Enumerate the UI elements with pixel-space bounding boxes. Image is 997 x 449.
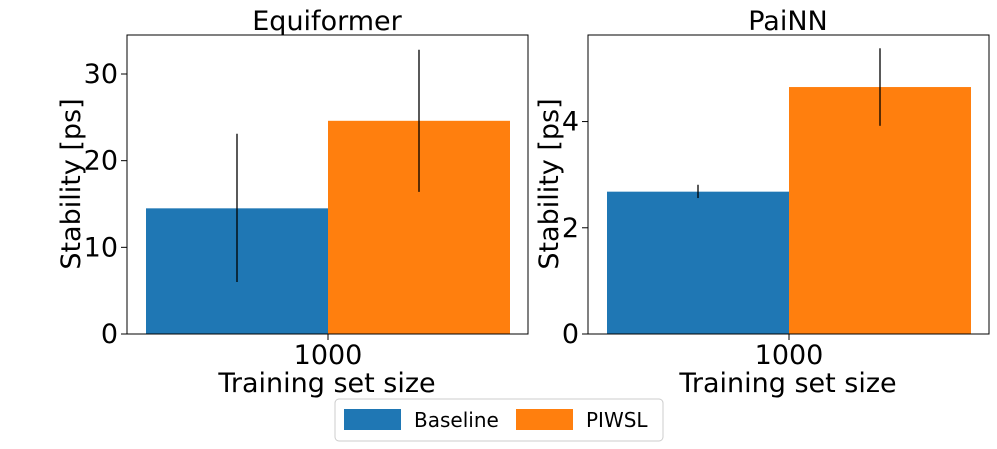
y-tick-label: 4 — [562, 107, 579, 138]
panel-equiformer: Equiformer Stability [ps] Training set s… — [56, 6, 529, 399]
y-tick-label: 20 — [84, 146, 118, 177]
x-axis-label: Training set size — [217, 368, 435, 399]
panel-title: Equiformer — [252, 6, 402, 37]
legend-item-piwsl: PIWSL — [516, 408, 648, 432]
bars — [146, 120, 510, 334]
y-ticks: 0 2 4 — [562, 107, 588, 350]
y-tick-label: 10 — [84, 232, 118, 263]
legend-swatch-piwsl — [516, 409, 573, 430]
legend-swatch-baseline — [344, 409, 401, 430]
legend-item-baseline: Baseline — [344, 408, 499, 432]
legend-label-baseline: Baseline — [414, 408, 499, 432]
y-tick-label: 0 — [101, 319, 118, 350]
y-ticks: 0 10 20 30 — [84, 59, 127, 350]
bar-baseline — [607, 191, 789, 334]
x-ticks: 1000 — [294, 334, 363, 371]
bar-piwsl — [789, 87, 971, 335]
legend-frame — [334, 398, 664, 442]
x-ticks: 1000 — [755, 334, 824, 371]
error-bars — [697, 48, 881, 199]
y-tick-label: 0 — [562, 319, 579, 350]
panel-painn: PaiNN Stability [ps] Training set size 0… — [534, 6, 990, 399]
x-tick-label: 1000 — [294, 340, 363, 371]
y-axis-label: Stability [ps] — [56, 98, 87, 269]
x-axis-label: Training set size — [678, 368, 896, 399]
bars — [607, 87, 971, 335]
y-axis-label: Stability [ps] — [534, 98, 565, 269]
legend-label-piwsl: PIWSL — [586, 408, 648, 432]
panel-title: PaiNN — [748, 6, 828, 37]
legend: Baseline PIWSL — [334, 398, 664, 442]
error-bars — [236, 49, 420, 282]
y-tick-label: 30 — [84, 59, 118, 90]
y-tick-label: 2 — [562, 213, 579, 244]
x-tick-label: 1000 — [755, 340, 824, 371]
